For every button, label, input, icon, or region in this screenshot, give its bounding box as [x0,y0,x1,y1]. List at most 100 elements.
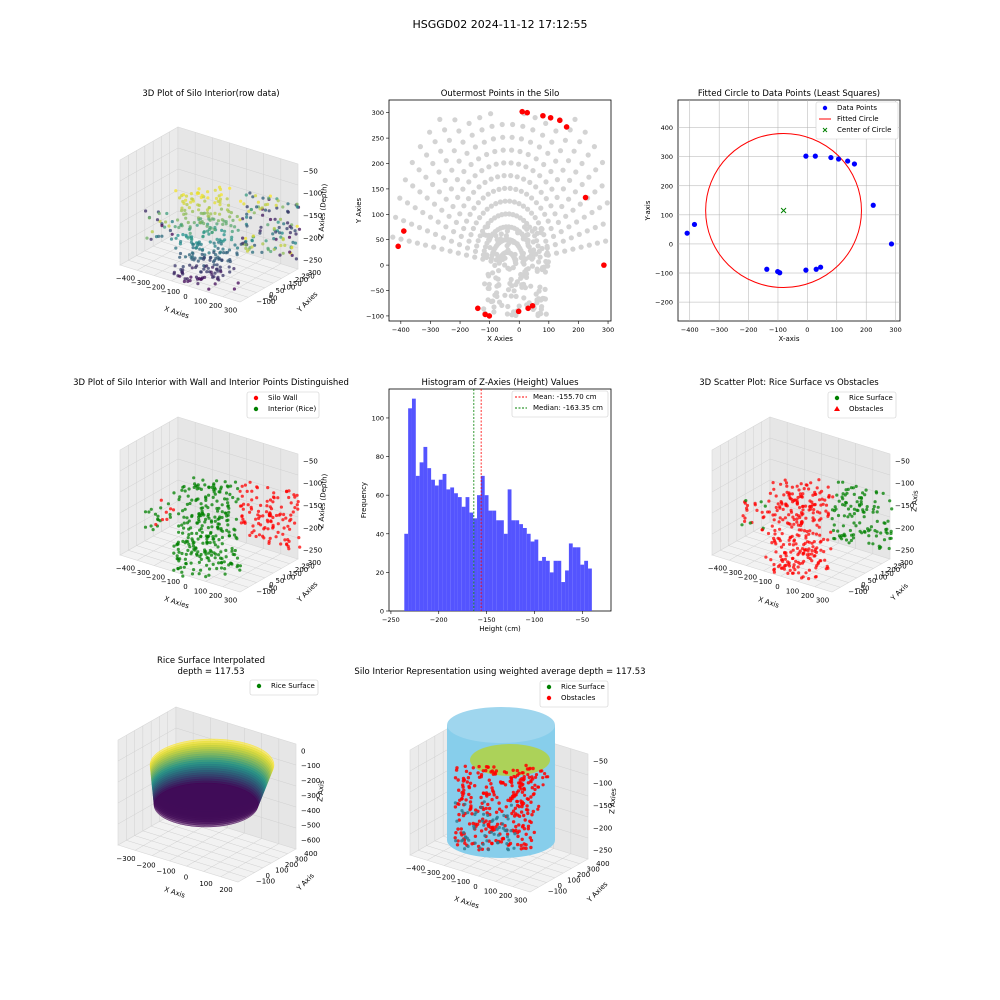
point [240,514,244,518]
outer-point [524,109,531,116]
point [218,265,222,269]
point [177,512,181,516]
point [766,510,770,514]
point [212,482,216,486]
point [171,508,176,512]
point [829,530,833,534]
gray-point [397,195,403,201]
obstacle-point [479,795,483,800]
point [182,565,186,569]
x-tick-label: 200 [572,326,584,334]
point [207,287,211,291]
gray-point [481,248,487,254]
point [783,563,787,568]
gray-point [538,189,544,195]
gridline [711,458,771,493]
gridline [119,500,179,535]
point [774,505,778,510]
point [259,523,263,527]
gray-point [504,228,510,234]
point [248,533,252,538]
gray-point [410,183,416,189]
point [826,511,830,515]
point [199,502,203,506]
z-tick-label: −250 [303,547,322,555]
obstacle-point [487,806,492,811]
point [808,499,812,503]
x-tick-label: −400 [708,564,727,572]
point [221,247,225,251]
point [254,517,258,521]
point [220,535,224,540]
y-tick-label: 400 [596,860,609,868]
gray-point [541,264,547,270]
histogram-bar [461,506,466,611]
point [180,270,184,274]
gray-point [573,169,579,175]
point [797,488,801,492]
x-tick-label: 100 [543,326,555,334]
surface-band [153,782,259,828]
point [835,493,839,497]
point [863,493,867,497]
point [848,528,853,533]
point [266,527,270,531]
point [191,242,196,246]
obstacle-point [473,834,478,838]
rice-point [494,817,498,821]
point [180,488,184,492]
obstacle-point [529,800,533,804]
obstacle-point [530,775,534,779]
histogram-bar [507,489,512,611]
gridline [119,458,179,493]
point [274,237,278,241]
point [798,515,802,520]
legend-label: Center of Circle [837,126,891,134]
y-tick-label: −50 [263,295,278,303]
point [199,557,203,562]
point [831,495,835,499]
gray-point [534,230,540,236]
point [221,273,225,278]
point [245,215,249,219]
obstacle-point [510,784,514,788]
point [233,553,237,557]
point [817,498,822,502]
point [790,571,795,575]
gray-point [485,271,491,277]
gray-point [560,167,566,173]
gridline [119,210,179,245]
point [830,517,834,521]
obstacle-point [476,771,480,775]
gray-point [525,151,531,158]
point [743,519,747,524]
gray-point [592,189,598,195]
point [783,516,788,520]
point [188,545,192,549]
gray-point [503,233,509,239]
gray-point [493,201,499,207]
point [173,264,177,268]
rice-point [462,831,466,835]
obstacle-point [517,823,521,827]
point [207,551,211,555]
point [181,574,185,578]
gray-point [472,144,478,150]
rice-point [467,838,471,842]
gridline [814,553,873,587]
point [255,205,259,209]
y-tick-label: 0 [269,581,273,589]
point [291,240,295,244]
point [285,227,289,231]
data-point [888,241,895,247]
y-tick-label: 0 [669,240,673,248]
gray-point [489,123,495,129]
y-tick-label: 150 [372,185,384,193]
point [285,490,289,494]
point [250,245,254,249]
point [790,492,795,496]
point [745,503,750,508]
obstacle-point [517,804,521,809]
point [227,563,231,567]
point [226,504,230,508]
